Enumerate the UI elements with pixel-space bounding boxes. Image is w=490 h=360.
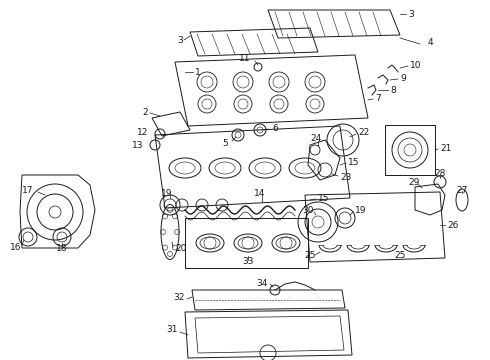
Text: 22: 22 — [358, 127, 369, 136]
Text: 16: 16 — [10, 243, 22, 252]
Text: 14: 14 — [254, 189, 266, 198]
Text: 7: 7 — [375, 94, 381, 103]
Text: 19: 19 — [161, 189, 173, 198]
Text: 12: 12 — [137, 127, 148, 136]
Text: 26: 26 — [447, 220, 458, 230]
Text: 27: 27 — [456, 185, 467, 194]
Text: 19: 19 — [355, 206, 367, 215]
Text: 23: 23 — [340, 172, 351, 181]
Text: 18: 18 — [56, 243, 68, 252]
Text: 8: 8 — [390, 86, 396, 95]
Text: 9: 9 — [400, 73, 406, 82]
Bar — [185, 218, 308, 268]
Text: 30: 30 — [302, 206, 314, 215]
Text: 25: 25 — [304, 252, 316, 261]
Text: 3: 3 — [177, 36, 183, 45]
Text: 25: 25 — [394, 252, 406, 261]
Text: 5: 5 — [222, 139, 228, 148]
Text: 15: 15 — [318, 194, 329, 202]
Text: 32: 32 — [173, 293, 185, 302]
Text: 28: 28 — [434, 168, 446, 177]
Text: 2: 2 — [143, 108, 148, 117]
Text: 13: 13 — [131, 140, 143, 149]
Text: 31: 31 — [167, 325, 178, 334]
Text: 17: 17 — [22, 185, 34, 194]
Text: 10: 10 — [410, 60, 421, 69]
Text: 20: 20 — [175, 243, 186, 252]
Text: 3: 3 — [408, 9, 414, 18]
Text: 4: 4 — [428, 37, 434, 46]
Text: 21: 21 — [440, 144, 451, 153]
Text: 29: 29 — [408, 177, 420, 186]
Text: 24: 24 — [310, 134, 321, 143]
Text: 34: 34 — [257, 279, 268, 288]
Bar — [385, 125, 435, 175]
Text: 6: 6 — [272, 123, 278, 132]
Text: 33: 33 — [242, 257, 254, 266]
Text: 11: 11 — [239, 54, 251, 63]
Text: 1: 1 — [195, 68, 201, 77]
Text: 15: 15 — [348, 158, 360, 166]
